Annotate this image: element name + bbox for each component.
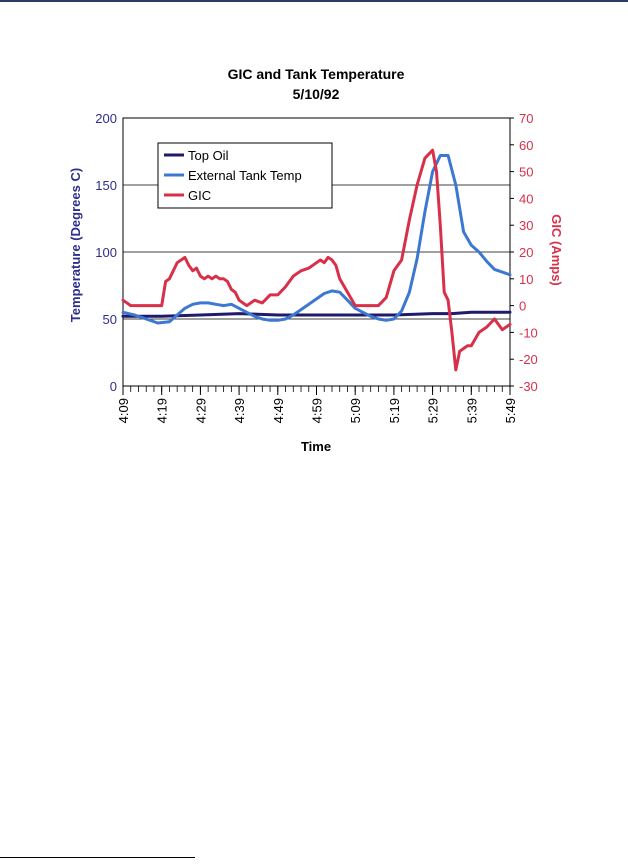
right-axis-tick-label: -20 [519,352,538,367]
left-axis-tick-label: 200 [95,111,117,126]
chart-subtitle: 5/10/92 [293,86,340,102]
series-line-gic [121,148,512,372]
right-axis-tick-label: 10 [519,272,533,287]
x-axis-tick-label: 5:49 [503,398,518,423]
x-axis-tick-labels: 4:09 4:19 4:29 4:39 4:49 4:59 5:09 5:19 5:29 5:39… [116,398,518,423]
series-line-top-oil [121,310,512,318]
chart-title: GIC and Tank Temperature [228,66,405,82]
right-axis-tick-labels: -30 -20 -10 0 10 20 30 40 50 60 70 [510,111,538,394]
legend-box [157,142,333,209]
right-axis-label: GIC (Amps) [549,214,564,286]
legend-label-gic: GIC [188,188,211,203]
left-axis-tick-label: 0 [110,379,117,394]
left-axis-tick-label: 50 [103,312,117,327]
x-axis-tick-label: 5:39 [464,398,479,423]
right-axis-tick-label: 0 [519,299,526,314]
right-axis-tick-label: 70 [519,111,533,126]
x-axis-tick-label: 5:09 [348,398,363,423]
right-axis-tick-label: 30 [519,218,533,233]
left-axis-tick-label: 150 [95,178,117,193]
x-axis-ticks [122,386,511,395]
footnote-rule [0,857,195,858]
right-axis-tick-label: -10 [519,325,538,340]
right-axis-tick-label: 60 [519,138,533,153]
page-header-rule [0,0,628,2]
x-axis-tick-label: 4:49 [271,398,286,423]
legend: Top Oil External Tank Temp GIC [157,142,333,209]
x-axis-tick-label: 4:19 [155,398,170,423]
left-axis-label: Temperature (Degrees C) [68,168,83,322]
left-axis-tick-labels: 0 50 100 150 200 [95,111,117,394]
series-line-external-tank-temp [121,154,512,325]
x-axis-tick-label: 5:19 [387,398,402,423]
right-axis-tick-label: -30 [519,379,538,394]
x-axis-tick-label: 4:39 [232,398,247,423]
left-axis-tick-label: 100 [95,245,117,260]
legend-label-top-oil: Top Oil [188,148,229,163]
x-axis-label: Time [301,439,331,454]
x-axis-tick-label: 4:59 [310,398,325,423]
x-axis-tick-label: 4:29 [193,398,208,423]
legend-label-external-tank-temp: External Tank Temp [188,168,302,183]
right-axis-tick-label: 40 [519,191,533,206]
series-lines [121,148,512,372]
x-axis-tick-label: 4:09 [116,398,131,423]
right-axis-tick-label: 20 [519,245,533,260]
right-axis-tick-label: 50 [519,165,533,180]
x-axis-tick-label: 5:29 [426,398,441,423]
